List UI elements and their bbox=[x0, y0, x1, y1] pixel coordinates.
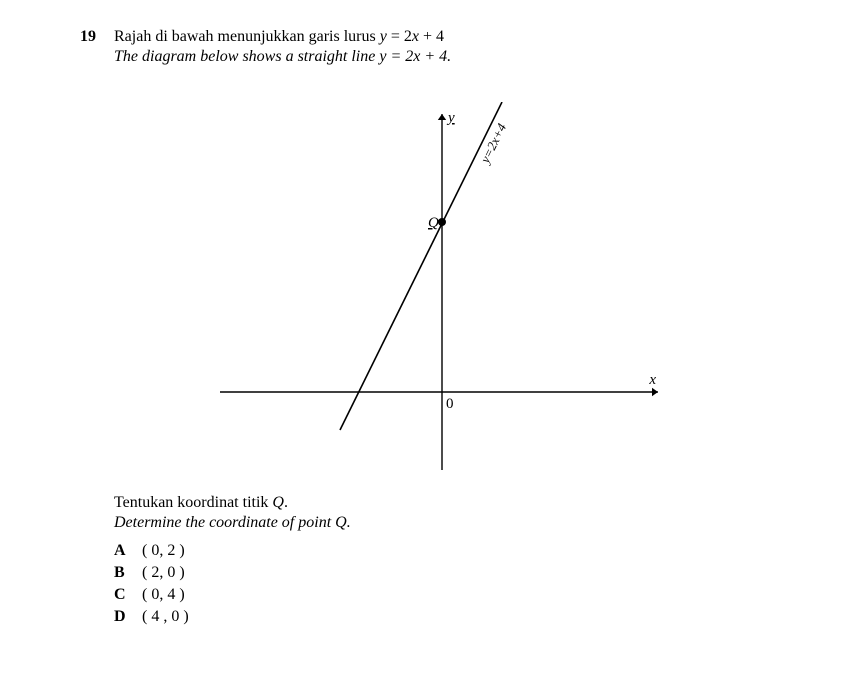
option-value: ( 0, 2 ) bbox=[142, 542, 185, 560]
ms-prefix: Rajah di bawah menunjukkan garis lurus bbox=[114, 28, 380, 45]
en-prefix: The diagram below shows a straight line bbox=[114, 48, 379, 65]
option-letter: B bbox=[114, 564, 142, 582]
question-line-ms: Rajah di bawah menunjukkan garis lurus y… bbox=[114, 28, 800, 46]
question-number: 19 bbox=[80, 28, 114, 46]
prompt-en-suffix: . bbox=[347, 514, 351, 531]
en-period: . bbox=[447, 48, 451, 65]
eq-y: y bbox=[380, 28, 387, 45]
question-text: Rajah di bawah menunjukkan garis lurus y… bbox=[114, 28, 800, 66]
diagram-container: Q0yxy=2x+4 bbox=[80, 102, 800, 482]
prompt-en-prefix: Determine the coordinate of point bbox=[114, 514, 335, 531]
eq-rhs-1: 2x + 4 bbox=[404, 28, 444, 45]
prompt-en: Determine the coordinate of point Q. bbox=[114, 514, 800, 532]
question-line-en: The diagram below shows a straight line … bbox=[114, 48, 800, 66]
x-axis-arrow-icon bbox=[652, 388, 658, 396]
option-letter: C bbox=[114, 586, 142, 604]
option-a: A ( 0, 2 ) bbox=[114, 542, 800, 560]
option-value: ( 4 , 0 ) bbox=[142, 608, 189, 626]
question-header: 19 Rajah di bawah menunjukkan garis luru… bbox=[80, 28, 800, 66]
eq-rhs-2: 2x + 4 bbox=[405, 48, 447, 65]
graph-line bbox=[340, 102, 502, 430]
y-axis-arrow-icon bbox=[438, 114, 446, 120]
eq-eq-1: = bbox=[387, 28, 404, 45]
options-list: A ( 0, 2 ) B ( 2, 0 ) C ( 0, 4 ) D ( 4 ,… bbox=[114, 542, 800, 626]
option-value: ( 0, 4 ) bbox=[142, 586, 185, 604]
y-axis-label: y bbox=[446, 110, 455, 126]
option-d: D ( 4 , 0 ) bbox=[114, 608, 800, 626]
prompt-ms-var: Q bbox=[272, 494, 284, 511]
line-diagram: Q0yxy=2x+4 bbox=[210, 102, 670, 482]
option-letter: A bbox=[114, 542, 142, 560]
question-block: 19 Rajah di bawah menunjukkan garis luru… bbox=[80, 28, 800, 630]
prompt-block: Tentukan koordinat titik Q. Determine th… bbox=[114, 494, 800, 626]
option-letter: D bbox=[114, 608, 142, 626]
point-q-label: Q bbox=[428, 215, 439, 231]
option-b: B ( 2, 0 ) bbox=[114, 564, 800, 582]
x-axis-label: x bbox=[648, 372, 656, 388]
origin-label: 0 bbox=[446, 396, 454, 412]
prompt-ms-suffix: . bbox=[284, 494, 288, 511]
option-value: ( 2, 0 ) bbox=[142, 564, 185, 582]
option-c: C ( 0, 4 ) bbox=[114, 586, 800, 604]
prompt-ms: Tentukan koordinat titik Q. bbox=[114, 494, 800, 512]
point-q bbox=[438, 218, 446, 226]
eq-eq-2: = bbox=[386, 48, 405, 65]
prompt-ms-prefix: Tentukan koordinat titik bbox=[114, 494, 272, 511]
prompt-en-var: Q bbox=[335, 514, 347, 531]
